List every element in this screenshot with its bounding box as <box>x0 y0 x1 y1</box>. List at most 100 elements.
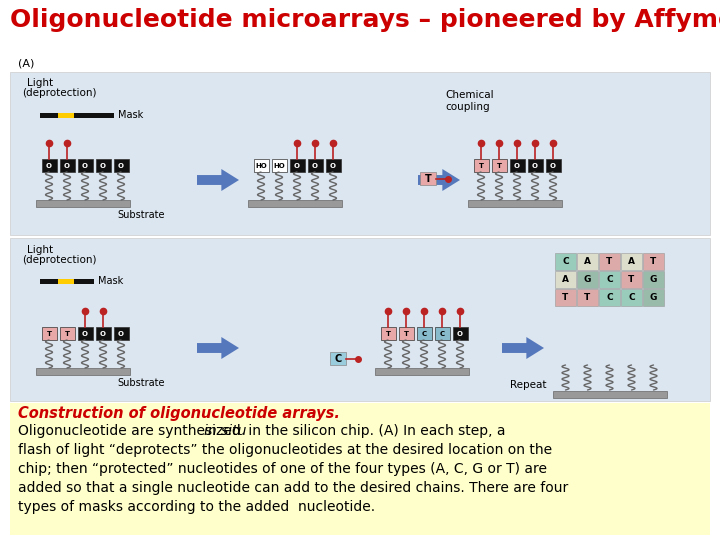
Bar <box>290 159 305 172</box>
Text: O: O <box>457 330 463 336</box>
Text: T: T <box>385 330 390 336</box>
Bar <box>272 159 287 172</box>
Text: Chemical: Chemical <box>445 90 494 100</box>
Bar <box>10 403 710 535</box>
Bar <box>621 253 642 270</box>
Text: T: T <box>585 293 590 301</box>
Text: T: T <box>562 293 569 301</box>
Text: O: O <box>64 163 70 168</box>
Text: O: O <box>46 163 52 168</box>
Bar <box>114 327 129 340</box>
Bar <box>96 159 111 172</box>
Polygon shape <box>502 337 544 359</box>
Bar <box>528 159 543 172</box>
Bar <box>308 159 323 172</box>
Text: O: O <box>294 163 300 168</box>
Text: T: T <box>479 163 484 168</box>
Text: T: T <box>403 330 408 336</box>
Bar <box>577 253 598 270</box>
Bar <box>326 159 341 172</box>
Bar <box>78 327 93 340</box>
Bar <box>577 271 598 288</box>
Bar <box>36 368 130 375</box>
Text: O: O <box>82 330 88 336</box>
Bar <box>599 271 620 288</box>
Text: G: G <box>650 274 657 284</box>
Text: O: O <box>82 163 88 168</box>
Text: Repeat: Repeat <box>510 380 546 390</box>
Text: Oligonucleotide microarrays – pioneered by Affymetrix: Oligonucleotide microarrays – pioneered … <box>10 8 720 32</box>
Text: Light: Light <box>27 78 53 88</box>
Bar <box>60 327 75 340</box>
Bar <box>114 159 129 172</box>
Bar <box>254 159 269 172</box>
Bar <box>42 159 57 172</box>
Text: Construction of oligonucleotide arrays.: Construction of oligonucleotide arrays. <box>18 406 340 421</box>
Bar <box>577 289 598 306</box>
Text: C: C <box>628 293 635 301</box>
Bar <box>248 200 342 207</box>
Text: G: G <box>650 293 657 301</box>
Polygon shape <box>197 169 239 191</box>
Text: C: C <box>606 293 613 301</box>
Text: O: O <box>118 330 124 336</box>
Text: Substrate: Substrate <box>117 210 164 220</box>
Polygon shape <box>418 169 460 191</box>
Bar <box>599 253 620 270</box>
Text: T: T <box>606 256 613 266</box>
Bar <box>599 289 620 306</box>
Text: Mask: Mask <box>118 111 143 120</box>
Text: C: C <box>606 274 613 284</box>
Text: in the silicon chip. (A) In each step, a: in the silicon chip. (A) In each step, a <box>244 424 505 438</box>
Text: O: O <box>514 163 520 168</box>
Text: O: O <box>118 163 124 168</box>
Bar <box>555 253 576 270</box>
Text: (deprotection): (deprotection) <box>22 255 96 265</box>
Bar <box>96 327 111 340</box>
Bar <box>510 159 525 172</box>
Bar <box>468 200 562 207</box>
Text: chip; then “protected” nucleotides of one of the four types (A, C, G or T) are: chip; then “protected” nucleotides of on… <box>18 462 547 476</box>
Bar <box>10 238 710 401</box>
Text: C: C <box>439 330 444 336</box>
Text: T: T <box>425 173 431 184</box>
Text: in situ: in situ <box>204 424 246 438</box>
Bar <box>78 159 93 172</box>
Bar <box>555 271 576 288</box>
Text: Mask: Mask <box>98 276 123 287</box>
Bar <box>417 327 432 340</box>
Text: T: T <box>629 274 634 284</box>
Bar <box>474 159 489 172</box>
Text: types of masks according to the added  nucleotide.: types of masks according to the added nu… <box>18 500 375 514</box>
Bar <box>420 172 436 185</box>
Text: O: O <box>100 163 106 168</box>
Bar <box>58 279 74 284</box>
Text: T: T <box>497 163 502 168</box>
Bar <box>621 289 642 306</box>
Text: T: T <box>65 330 70 336</box>
Text: A: A <box>584 256 591 266</box>
Bar <box>643 289 664 306</box>
Text: Oligonucleotide are synthesized: Oligonucleotide are synthesized <box>18 424 245 438</box>
Text: O: O <box>550 163 556 168</box>
Text: T: T <box>650 256 657 266</box>
Text: flash of light “deprotects” the oligonucleotides at the desired location on the: flash of light “deprotects” the oligonuc… <box>18 443 552 457</box>
Text: A: A <box>628 256 635 266</box>
Text: (A): (A) <box>18 58 35 68</box>
Bar <box>546 159 561 172</box>
Text: C: C <box>334 354 341 363</box>
Text: coupling: coupling <box>445 102 490 112</box>
Bar <box>330 352 346 365</box>
Text: C: C <box>421 330 426 336</box>
Bar <box>40 279 58 284</box>
Bar <box>643 253 664 270</box>
Bar <box>375 368 469 375</box>
Bar <box>399 327 414 340</box>
Bar <box>74 279 94 284</box>
Text: added so that a single nucleotide can add to the desired chains. There are four: added so that a single nucleotide can ad… <box>18 481 568 495</box>
Text: HO: HO <box>273 163 285 168</box>
Bar <box>553 391 667 398</box>
Bar <box>40 113 58 118</box>
Bar <box>74 113 114 118</box>
Text: O: O <box>330 163 336 168</box>
